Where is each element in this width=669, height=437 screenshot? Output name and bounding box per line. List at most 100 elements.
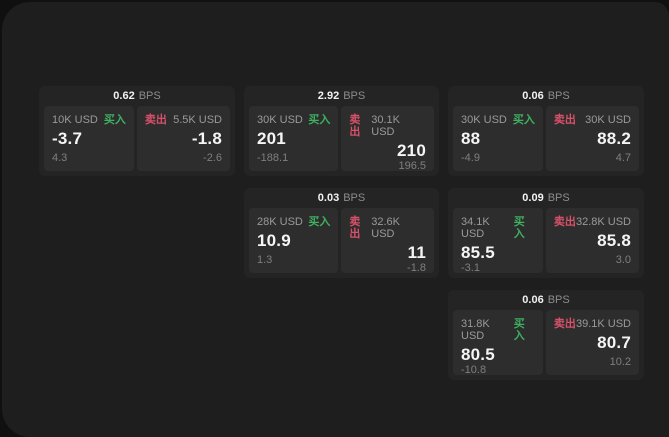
buy-label: 买入 xyxy=(308,114,331,126)
bps-value: 2.92 xyxy=(317,90,340,102)
buy-amount: 34.1K USD xyxy=(461,216,490,240)
sell-tile-top: 卖出 5.5K USD xyxy=(145,114,222,126)
buy-tile-top: 28K USD 买入 xyxy=(257,216,330,228)
card-header: 0.03 BPS xyxy=(249,188,434,208)
sell-price: 80.7 xyxy=(597,333,631,352)
sell-label: 卖出 xyxy=(553,318,576,330)
buy-label: 买入 xyxy=(513,216,525,240)
sell-amount: 30.1K USD xyxy=(371,114,401,138)
buy-tile-top: 30K USD 买入 xyxy=(257,114,330,126)
buy-label: 买入 xyxy=(103,114,126,126)
sell-label: 卖出 xyxy=(349,114,361,138)
buy-amount: 30K USD xyxy=(461,114,507,126)
buy-delta: 4.3 xyxy=(52,152,68,164)
sell-amount: 32.8K USD xyxy=(575,216,631,228)
sell-tile[interactable]: 卖出 30K USD 88.2 4.7 xyxy=(545,106,639,171)
quote-card: 0.09 BPS 34.1K USD 买入 85.5 -3.1 卖出 32.8K… xyxy=(448,188,644,278)
sell-delta: 3.0 xyxy=(615,254,631,266)
buy-label: 买入 xyxy=(512,114,535,126)
sell-amount: 30K USD xyxy=(585,114,631,126)
bps-value: 0.03 xyxy=(317,192,340,204)
card-body: 10K USD 买入 -3.7 4.3 卖出 5.5K USD -1.8 -2.… xyxy=(44,106,230,171)
sell-delta: -1.8 xyxy=(407,262,426,274)
buy-tile[interactable]: 10K USD 买入 -3.7 4.3 xyxy=(44,106,134,171)
quote-card: 0.62 BPS 10K USD 买入 -3.7 4.3 卖出 5.5K USD xyxy=(39,86,235,176)
buy-label: 买入 xyxy=(308,216,331,228)
bps-unit-label: BPS xyxy=(138,90,161,102)
buy-price: 80.5 xyxy=(461,345,495,364)
sell-tile-top: 卖出 39.1K USD xyxy=(554,318,631,330)
sell-price: 85.8 xyxy=(597,231,631,250)
buy-delta: -3.1 xyxy=(461,262,480,274)
sell-tile-top: 卖出 30K USD xyxy=(554,114,631,126)
buy-tile[interactable]: 30K USD 买入 201 -188.1 xyxy=(249,106,339,171)
card-header: 0.06 BPS xyxy=(453,290,639,310)
sell-amount: 32.6K USD xyxy=(371,216,401,240)
card-body: 31.8K USD 买入 80.5 -10.8 卖出 39.1K USD 80.… xyxy=(453,310,639,376)
bps-unit-label: BPS xyxy=(547,90,570,102)
buy-tile[interactable]: 30K USD 买入 88 -4.9 xyxy=(453,106,543,171)
card-header: 2.92 BPS xyxy=(249,86,434,106)
card-header: 0.09 BPS xyxy=(453,188,639,208)
bps-unit-label: BPS xyxy=(547,294,570,306)
bps-unit-label: BPS xyxy=(343,192,366,204)
buy-tile[interactable]: 34.1K USD 买入 85.5 -3.1 xyxy=(453,208,543,274)
sell-price: -1.8 xyxy=(191,129,222,148)
buy-amount: 30K USD xyxy=(257,114,303,126)
buy-price: 85.5 xyxy=(461,243,495,262)
buy-amount: 28K USD xyxy=(257,216,303,228)
buy-delta: 1.3 xyxy=(257,254,273,266)
buy-delta: -4.9 xyxy=(461,152,480,164)
bps-unit-label: BPS xyxy=(343,90,366,102)
buy-delta: -188.1 xyxy=(257,152,289,164)
card-header: 0.62 BPS xyxy=(44,86,230,106)
sell-tile[interactable]: 卖出 32.8K USD 85.8 3.0 xyxy=(545,208,639,273)
sell-tile[interactable]: 卖出 30.1K USD 210 196.5 xyxy=(341,106,434,172)
bps-value: 0.09 xyxy=(522,192,544,204)
buy-tile-top: 10K USD 买入 xyxy=(52,114,126,126)
sell-label: 卖出 xyxy=(349,216,361,240)
sell-delta: 4.7 xyxy=(615,152,631,164)
buy-label: 买入 xyxy=(513,318,525,342)
sell-tile[interactable]: 卖出 39.1K USD 80.7 10.2 xyxy=(545,310,639,375)
sell-price: 210 xyxy=(397,141,426,160)
buy-tile[interactable]: 28K USD 买入 10.9 1.3 xyxy=(249,208,339,273)
sell-tile[interactable]: 卖出 32.6K USD 11 -1.8 xyxy=(341,208,434,274)
buy-price: 201 xyxy=(257,129,286,148)
sell-tile[interactable]: 卖出 5.5K USD -1.8 -2.6 xyxy=(136,106,230,171)
buy-delta: -10.8 xyxy=(461,364,487,376)
card-body: 28K USD 买入 10.9 1.3 卖出 32.6K USD 11 -1.8 xyxy=(249,208,434,274)
sell-amount: 39.1K USD xyxy=(575,318,631,330)
quote-card: 2.92 BPS 30K USD 买入 201 -188.1 卖出 30.1K … xyxy=(244,86,439,176)
buy-price: 88 xyxy=(461,129,481,148)
sell-tile-top: 卖出 30.1K USD xyxy=(349,114,426,138)
quote-card: 0.03 BPS 28K USD 买入 10.9 1.3 卖出 32.6K US… xyxy=(244,188,439,278)
quote-card: 0.06 BPS 31.8K USD 买入 80.5 -10.8 卖出 39.1… xyxy=(448,290,644,380)
buy-tile-top: 34.1K USD 买入 xyxy=(461,216,535,240)
quote-card: 0.06 BPS 30K USD 买入 88 -4.9 卖出 30K USD xyxy=(448,86,644,176)
buy-tile-top: 30K USD 买入 xyxy=(461,114,535,126)
bps-unit-label: BPS xyxy=(547,192,570,204)
bps-value: 0.62 xyxy=(113,90,135,102)
bps-value: 0.06 xyxy=(522,294,544,306)
sell-tile-top: 卖出 32.6K USD xyxy=(349,216,426,240)
buy-tile-top: 31.8K USD 买入 xyxy=(461,318,535,342)
sell-delta: 10.2 xyxy=(609,356,631,368)
buy-amount: 10K USD xyxy=(52,114,98,126)
sell-amount: 5.5K USD xyxy=(173,114,222,126)
sell-tile-top: 卖出 32.8K USD xyxy=(554,216,631,228)
sell-label: 卖出 xyxy=(553,114,576,126)
sell-label: 卖出 xyxy=(144,114,167,126)
quotes-grid: 0.62 BPS 10K USD 买入 -3.7 4.3 卖出 5.5K USD xyxy=(39,86,645,380)
card-header: 0.06 BPS xyxy=(453,86,639,106)
buy-price: 10.9 xyxy=(257,231,291,250)
sell-price: 11 xyxy=(407,243,426,262)
sell-delta: -2.6 xyxy=(203,152,222,164)
buy-price: -3.7 xyxy=(52,129,83,148)
card-body: 30K USD 买入 201 -188.1 卖出 30.1K USD 210 1… xyxy=(249,106,434,172)
card-body: 34.1K USD 买入 85.5 -3.1 卖出 32.8K USD 85.8… xyxy=(453,208,639,274)
sell-delta: 196.5 xyxy=(398,160,426,172)
buy-tile[interactable]: 31.8K USD 买入 80.5 -10.8 xyxy=(453,310,543,376)
sell-price: 88.2 xyxy=(597,129,631,148)
